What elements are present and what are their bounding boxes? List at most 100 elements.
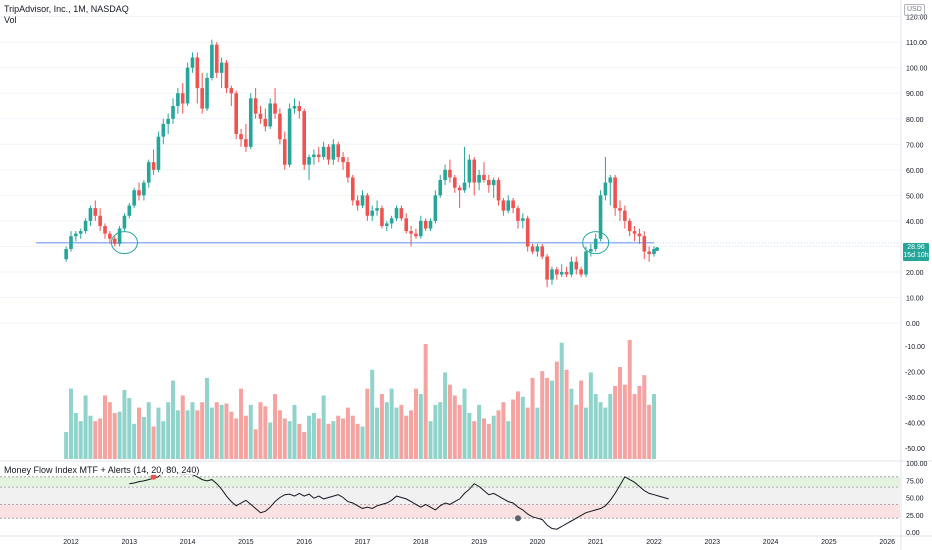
candle	[419, 215, 423, 239]
candle	[627, 218, 632, 237]
candle-body	[292, 105, 297, 109]
candle	[88, 205, 93, 226]
candle-body	[287, 108, 292, 165]
candle-body	[69, 236, 73, 249]
candle	[477, 169, 481, 191]
candle	[268, 98, 272, 129]
volume-bar	[637, 385, 642, 459]
volume-bar	[336, 415, 341, 459]
volume-axis: -10.00 -20.00 -30.00 -40.00 -50.00	[905, 344, 925, 453]
volume-bar	[525, 407, 530, 459]
candle-body	[627, 220, 632, 232]
volume-bar	[535, 407, 540, 459]
candle	[166, 113, 170, 135]
candle	[287, 103, 292, 168]
candle-body	[234, 93, 238, 135]
candle	[137, 182, 141, 201]
candle	[506, 195, 511, 214]
candle	[180, 83, 185, 114]
candle	[555, 266, 559, 280]
volume-bar	[409, 410, 414, 459]
price-tick-label: 20.00	[906, 270, 924, 277]
volume-bar	[292, 404, 297, 459]
price-tick-label: 120.00	[906, 15, 928, 22]
bar-countdown: 15d 10h	[903, 252, 929, 259]
volume-bar	[627, 340, 632, 459]
volume-bar	[608, 394, 613, 459]
candle	[550, 266, 554, 285]
candle	[176, 88, 180, 114]
candle	[428, 218, 433, 232]
candle-body	[78, 231, 83, 234]
candle-body	[637, 233, 642, 237]
candle-body	[171, 105, 175, 119]
volume-bar	[287, 421, 292, 459]
candle-body	[375, 208, 379, 211]
volume-bar	[161, 421, 166, 459]
volume-tick-label: -10.00	[905, 344, 925, 351]
candle-body	[244, 139, 248, 147]
volume-bar	[156, 407, 161, 459]
candle	[535, 243, 540, 257]
candle-body	[360, 195, 365, 206]
candle	[112, 236, 117, 247]
candle-body	[506, 200, 511, 211]
candle	[603, 157, 608, 201]
volume-bar	[433, 404, 438, 459]
volume-bar	[486, 423, 491, 459]
candle-body	[579, 269, 583, 275]
candle	[433, 190, 438, 224]
symbol-title[interactable]: TripAdvisor, Inc., 1M, NASDAQ	[4, 4, 129, 14]
candle	[282, 131, 287, 170]
candle	[409, 225, 413, 247]
time-tick-label: 2024	[763, 539, 779, 546]
volume-bar	[579, 380, 584, 459]
candle	[224, 60, 229, 94]
candle-body	[151, 162, 156, 170]
candle	[589, 243, 593, 257]
candle	[540, 243, 545, 260]
candle-body	[326, 146, 331, 160]
candle	[467, 154, 472, 188]
candle	[64, 246, 68, 262]
candle	[496, 177, 501, 206]
volume-bar	[501, 402, 506, 459]
currency-badge[interactable]: USD	[904, 4, 925, 16]
candle-body	[496, 180, 501, 201]
volume-bar	[569, 388, 574, 459]
mfi-legend[interactable]: Money Flow Index MTF + Alerts (14, 20, 8…	[4, 465, 200, 475]
volume-bar	[530, 377, 535, 459]
candle	[273, 88, 277, 119]
volume-bar	[209, 407, 214, 459]
candle-body	[302, 111, 306, 165]
candle	[608, 174, 613, 206]
volume-bar	[239, 388, 244, 459]
time-tick-label: 2013	[122, 539, 138, 546]
time-tick-label: 2017	[355, 539, 371, 546]
candle	[171, 98, 175, 124]
volume-bar	[326, 423, 331, 459]
candle	[462, 146, 467, 193]
volume-tick-label: -50.00	[905, 446, 925, 453]
volume-bar	[506, 421, 511, 459]
volume-bar	[588, 372, 593, 459]
candle-body	[278, 113, 282, 140]
candle-body	[433, 195, 438, 221]
candle	[389, 215, 394, 229]
time-tick-label: 2023	[705, 539, 721, 546]
candle	[623, 205, 627, 229]
candle-body	[462, 182, 467, 191]
candle-body	[229, 88, 234, 94]
volume-bar	[185, 410, 190, 459]
candle	[229, 85, 234, 106]
volume-bar	[370, 369, 375, 459]
candle	[205, 72, 209, 112]
volume-bar	[219, 404, 224, 459]
candle-body	[161, 123, 166, 137]
candle	[423, 218, 428, 232]
volume-legend[interactable]: Vol	[4, 15, 17, 25]
candle	[307, 154, 311, 181]
candle-body	[384, 223, 389, 226]
candle	[190, 52, 195, 73]
